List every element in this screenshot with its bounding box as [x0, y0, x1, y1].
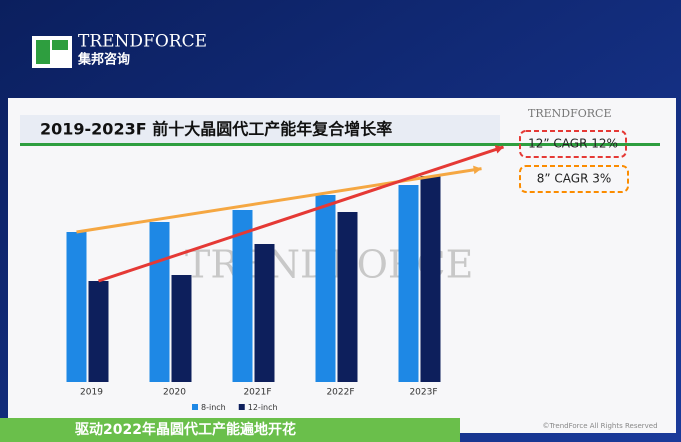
x-tick-label: 2022F: [326, 388, 354, 398]
trend-arrow: [473, 165, 482, 175]
trend-arrow: [494, 145, 504, 154]
brand: TRENDFORCE: [78, 32, 207, 52]
brand-cn: 集邦咨询: [77, 52, 130, 68]
bar: [337, 212, 358, 382]
bar: [315, 195, 336, 382]
bar: [398, 185, 419, 382]
title-rule: [20, 143, 660, 146]
legend-label: 12-inch: [248, 403, 278, 412]
annotation: 8” CAGR 3%: [537, 172, 612, 186]
legend-swatch: [238, 404, 245, 410]
footer-text: 驱动2022年晶圆代工产能遍地开花: [75, 421, 296, 438]
bar: [254, 244, 275, 382]
x-tick-label: 2023F: [409, 388, 437, 398]
annotation-box: [519, 130, 627, 158]
copyright: ©TrendForce All Rights Reserved: [542, 422, 657, 430]
bar: [232, 210, 253, 382]
bar: [149, 222, 170, 382]
logo-mark: [52, 40, 68, 50]
legend-swatch: [192, 404, 198, 410]
title-bar: [20, 115, 500, 143]
logo-mark: [36, 40, 50, 64]
logo-small: TRENDFORCE: [528, 107, 611, 120]
x-tick-label: 2020: [163, 388, 186, 398]
bar: [171, 275, 192, 382]
x-tick-label: 2019: [80, 388, 103, 398]
annotation-box: [519, 165, 629, 193]
legend-label: 8-inch: [201, 403, 226, 412]
x-tick-label: 2021F: [243, 388, 271, 398]
footer-banner: [0, 418, 460, 442]
annotation: 12” CAGR 12%: [528, 137, 618, 151]
bar: [88, 281, 109, 382]
trend-line: [76, 167, 482, 234]
bar: [66, 232, 87, 382]
trend-line: [98, 145, 505, 283]
bar: [420, 176, 441, 382]
chart-title: 2019-2023F 前十大晶圆代工产能年复合增长率: [40, 120, 392, 139]
